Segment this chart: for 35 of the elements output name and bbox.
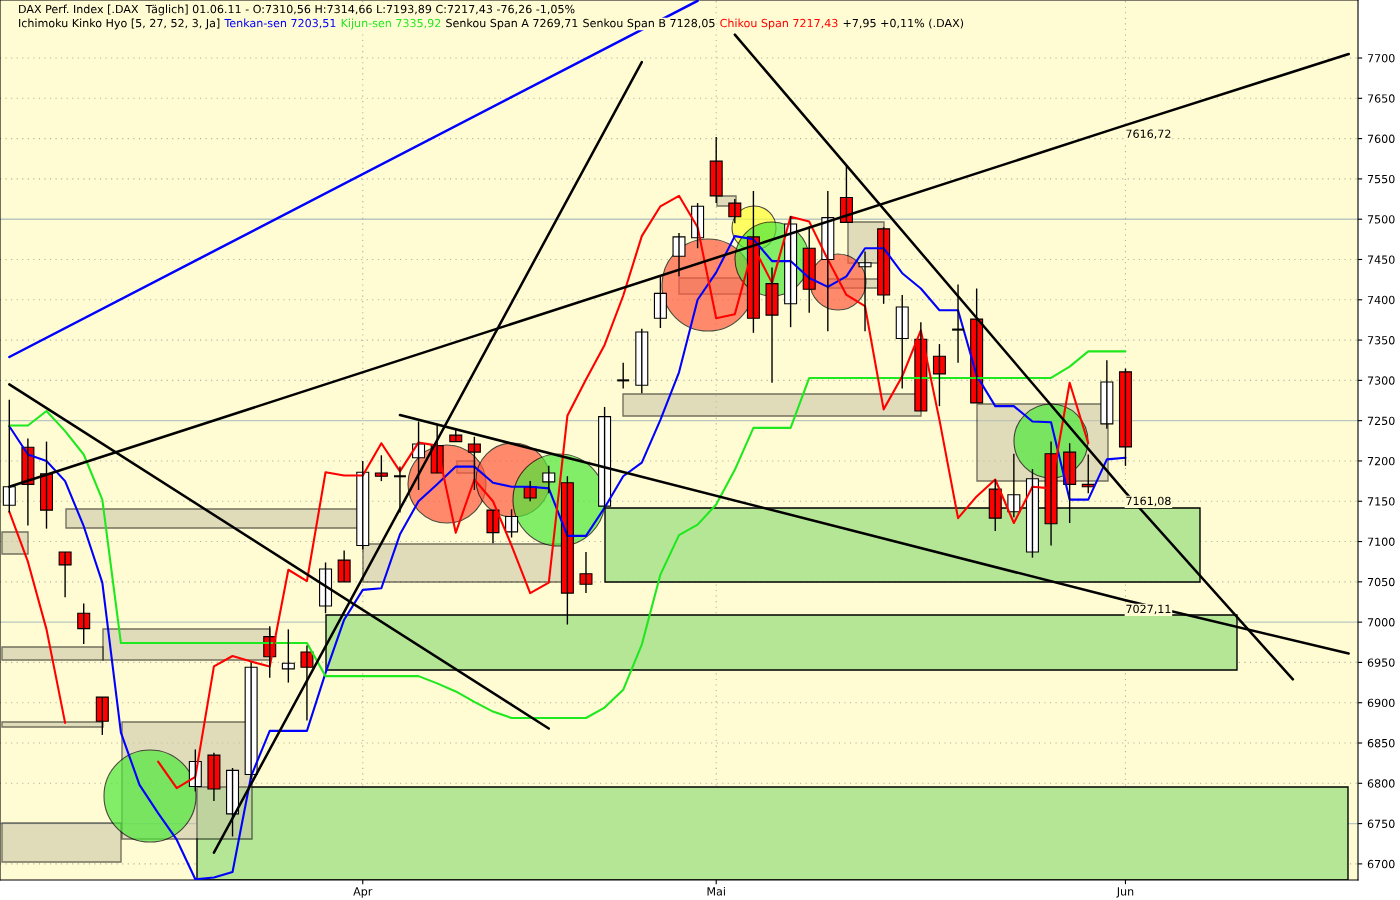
chart-title: DAX Perf. Index [.DAX Täglich] 01.06.11 - O:7310,56 H:7314,66 L:7193,89 C:7217,43 -76,26 -1,05%: [19, 4, 575, 16]
y-tick-label: 7250: [1367, 416, 1395, 426]
y-tick-label: 7400: [1367, 295, 1395, 305]
y-tick-label: 7350: [1367, 336, 1395, 345]
y-tick-label: 6900: [1367, 698, 1395, 708]
y-tick-label: 7650: [1367, 94, 1395, 103]
x-tick-label: Mai: [707, 886, 725, 896]
annotation: 7616,72: [1126, 129, 1171, 140]
y-tick-label: 6700: [1367, 859, 1395, 869]
text: Kijun-sen 7335,92: [341, 18, 441, 30]
y-tick-label: 7300: [1367, 376, 1395, 385]
x-tick-label: Jun: [1116, 887, 1134, 898]
y-tick-label: 7000: [1367, 618, 1395, 627]
annotation: 7027,11: [1126, 604, 1171, 615]
y-tick-label: 7550: [1367, 174, 1395, 184]
y-tick-label: 7050: [1367, 577, 1395, 587]
text: Tenkan-sen 7203,51: [224, 18, 336, 29]
y-tick-label: 7600: [1367, 134, 1395, 143]
y-tick-label: 7150: [1367, 497, 1395, 506]
x-tick-label: Apr: [353, 887, 373, 898]
y-tick-label: 7700: [1367, 54, 1395, 63]
y-tick-label: 6750: [1367, 819, 1395, 828]
y-tick-label: 7450: [1367, 255, 1395, 264]
y-tick-label: 7100: [1367, 537, 1395, 546]
annotation: Senkou Span B 7128,05: [583, 18, 715, 30]
y-tick-label: 6800: [1367, 779, 1395, 788]
text: Ichimoku Kinko Hyo [5, 27, 52, 3, Ja]: [19, 18, 220, 30]
text: Chikou Span 7217,43: [720, 18, 838, 30]
annotation: +7,95 +0,11% (.DAX): [843, 18, 964, 29]
y-tick-label: 6850: [1367, 738, 1395, 748]
annotation: Senkou Span A 7269,71: [446, 18, 578, 30]
y-tick-label: 7500: [1367, 215, 1395, 224]
y-tick-label: 6950: [1367, 658, 1395, 667]
y-tick-label: 7200: [1367, 456, 1395, 466]
annotation: 7161,08: [1126, 496, 1171, 507]
